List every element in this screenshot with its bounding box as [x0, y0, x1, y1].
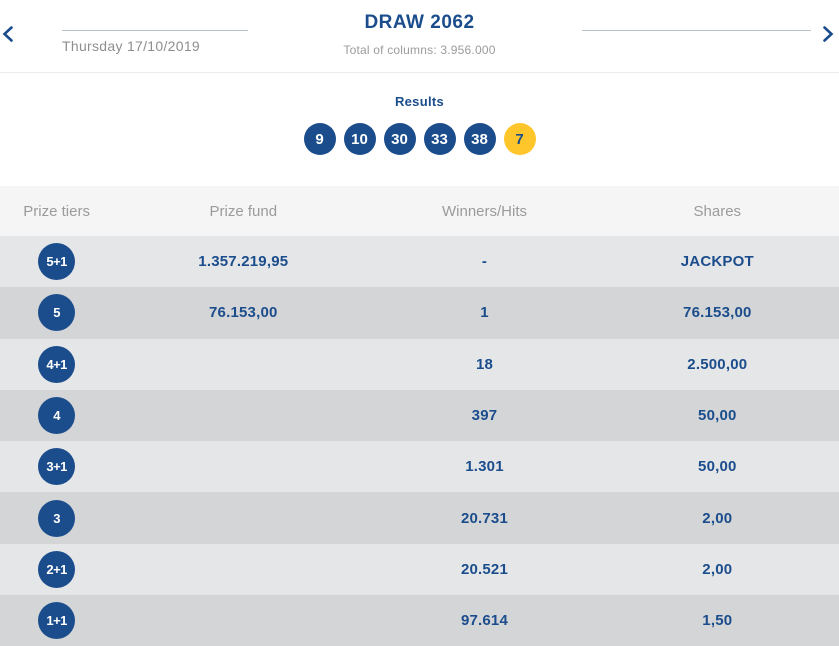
bonus-ball: 7: [503, 123, 536, 155]
chevron-right-icon: [823, 26, 834, 42]
table-row: 2+1 20.521 2,00: [0, 543, 839, 596]
winners-cell: 20.521: [460, 560, 509, 578]
shares-cell: 2,00: [702, 560, 733, 578]
winners-cell: 97.614: [460, 612, 509, 630]
result-ball: 38: [463, 123, 496, 155]
prize-fund-cell: 76.153,00: [209, 304, 278, 322]
table-header-row: Prize tiers Prize fund Winners/Hits Shar…: [0, 186, 839, 236]
result-ball: 9: [303, 123, 336, 155]
page-title: DRAW 2062: [364, 12, 475, 33]
shares-cell: 2,00: [702, 509, 733, 527]
tier-badge: 4: [38, 397, 76, 435]
results-section: Results 9 10 30 33 38 7: [0, 73, 839, 186]
shares-cell: 50,00: [698, 407, 737, 425]
results-label: Results: [394, 94, 445, 109]
table-body: 5+1 1.357.219,95 - JACKPOT 5 76.153,00 1…: [0, 236, 839, 646]
result-ball: 30: [383, 123, 416, 155]
shares-cell: 50,00: [698, 458, 737, 476]
results-balls: 9 10 30 33 38 7: [0, 123, 839, 155]
table-row: 1+1 97.614 1,50: [0, 595, 839, 646]
shares-cell: 1,50: [702, 612, 733, 630]
result-ball: 10: [343, 123, 376, 155]
winners-cell: 1.301: [465, 458, 504, 476]
col-header-prize-tiers: Prize tiers: [23, 202, 90, 220]
prize-fund-cell: 1.357.219,95: [198, 253, 289, 271]
tier-badge: 3: [38, 499, 76, 537]
total-columns: Total of columns: 3.956.000: [343, 43, 496, 57]
table-row: 4 397 50,00: [0, 389, 839, 442]
col-header-shares: Shares: [693, 202, 742, 220]
table-row: 3 20.731 2,00: [0, 492, 839, 544]
winners-cell: 20.731: [460, 509, 509, 527]
prev-draw-button[interactable]: [2, 26, 13, 42]
shares-cell: 76.153,00: [683, 304, 752, 322]
winners-cell: 18: [475, 355, 494, 373]
tier-badge: 3+1: [38, 448, 76, 486]
table-row: 3+1 1.301 50,00: [0, 441, 839, 493]
result-ball: 33: [423, 123, 456, 155]
table-row: 4+1 18 2.500,00: [0, 338, 839, 390]
tier-badge: 5+1: [38, 243, 76, 281]
next-draw-divider: [582, 30, 811, 31]
winners-cell: -: [481, 253, 488, 271]
next-draw-button[interactable]: [823, 26, 834, 42]
table-row: 5 76.153,00 1 76.153,00: [0, 287, 839, 339]
winners-cell: 1: [480, 304, 489, 322]
shares-cell: 2.500,00: [687, 355, 748, 373]
chevron-left-icon: [2, 26, 13, 42]
prize-table: Prize tiers Prize fund Winners/Hits Shar…: [0, 186, 839, 646]
shares-cell: JACKPOT: [680, 253, 754, 271]
tier-badge: 4+1: [38, 345, 76, 383]
tier-badge: 1+1: [38, 602, 76, 640]
draw-date-label: Thursday 17/10/2019: [62, 38, 201, 54]
col-header-winners-hits: Winners/Hits: [441, 202, 527, 220]
tier-badge: 5: [38, 294, 76, 332]
col-header-prize-fund: Prize fund: [209, 202, 278, 220]
draw-title-block: DRAW 2062 Total of columns: 3.956.000: [0, 12, 839, 57]
winners-cell: 397: [471, 407, 498, 425]
tier-badge: 2+1: [38, 550, 76, 588]
table-row: 5+1 1.357.219,95 - JACKPOT: [0, 236, 839, 288]
draw-date: Thursday 17/10/2019: [62, 30, 248, 54]
draw-header: Thursday 17/10/2019 DRAW 2062 Total of c…: [0, 0, 839, 73]
